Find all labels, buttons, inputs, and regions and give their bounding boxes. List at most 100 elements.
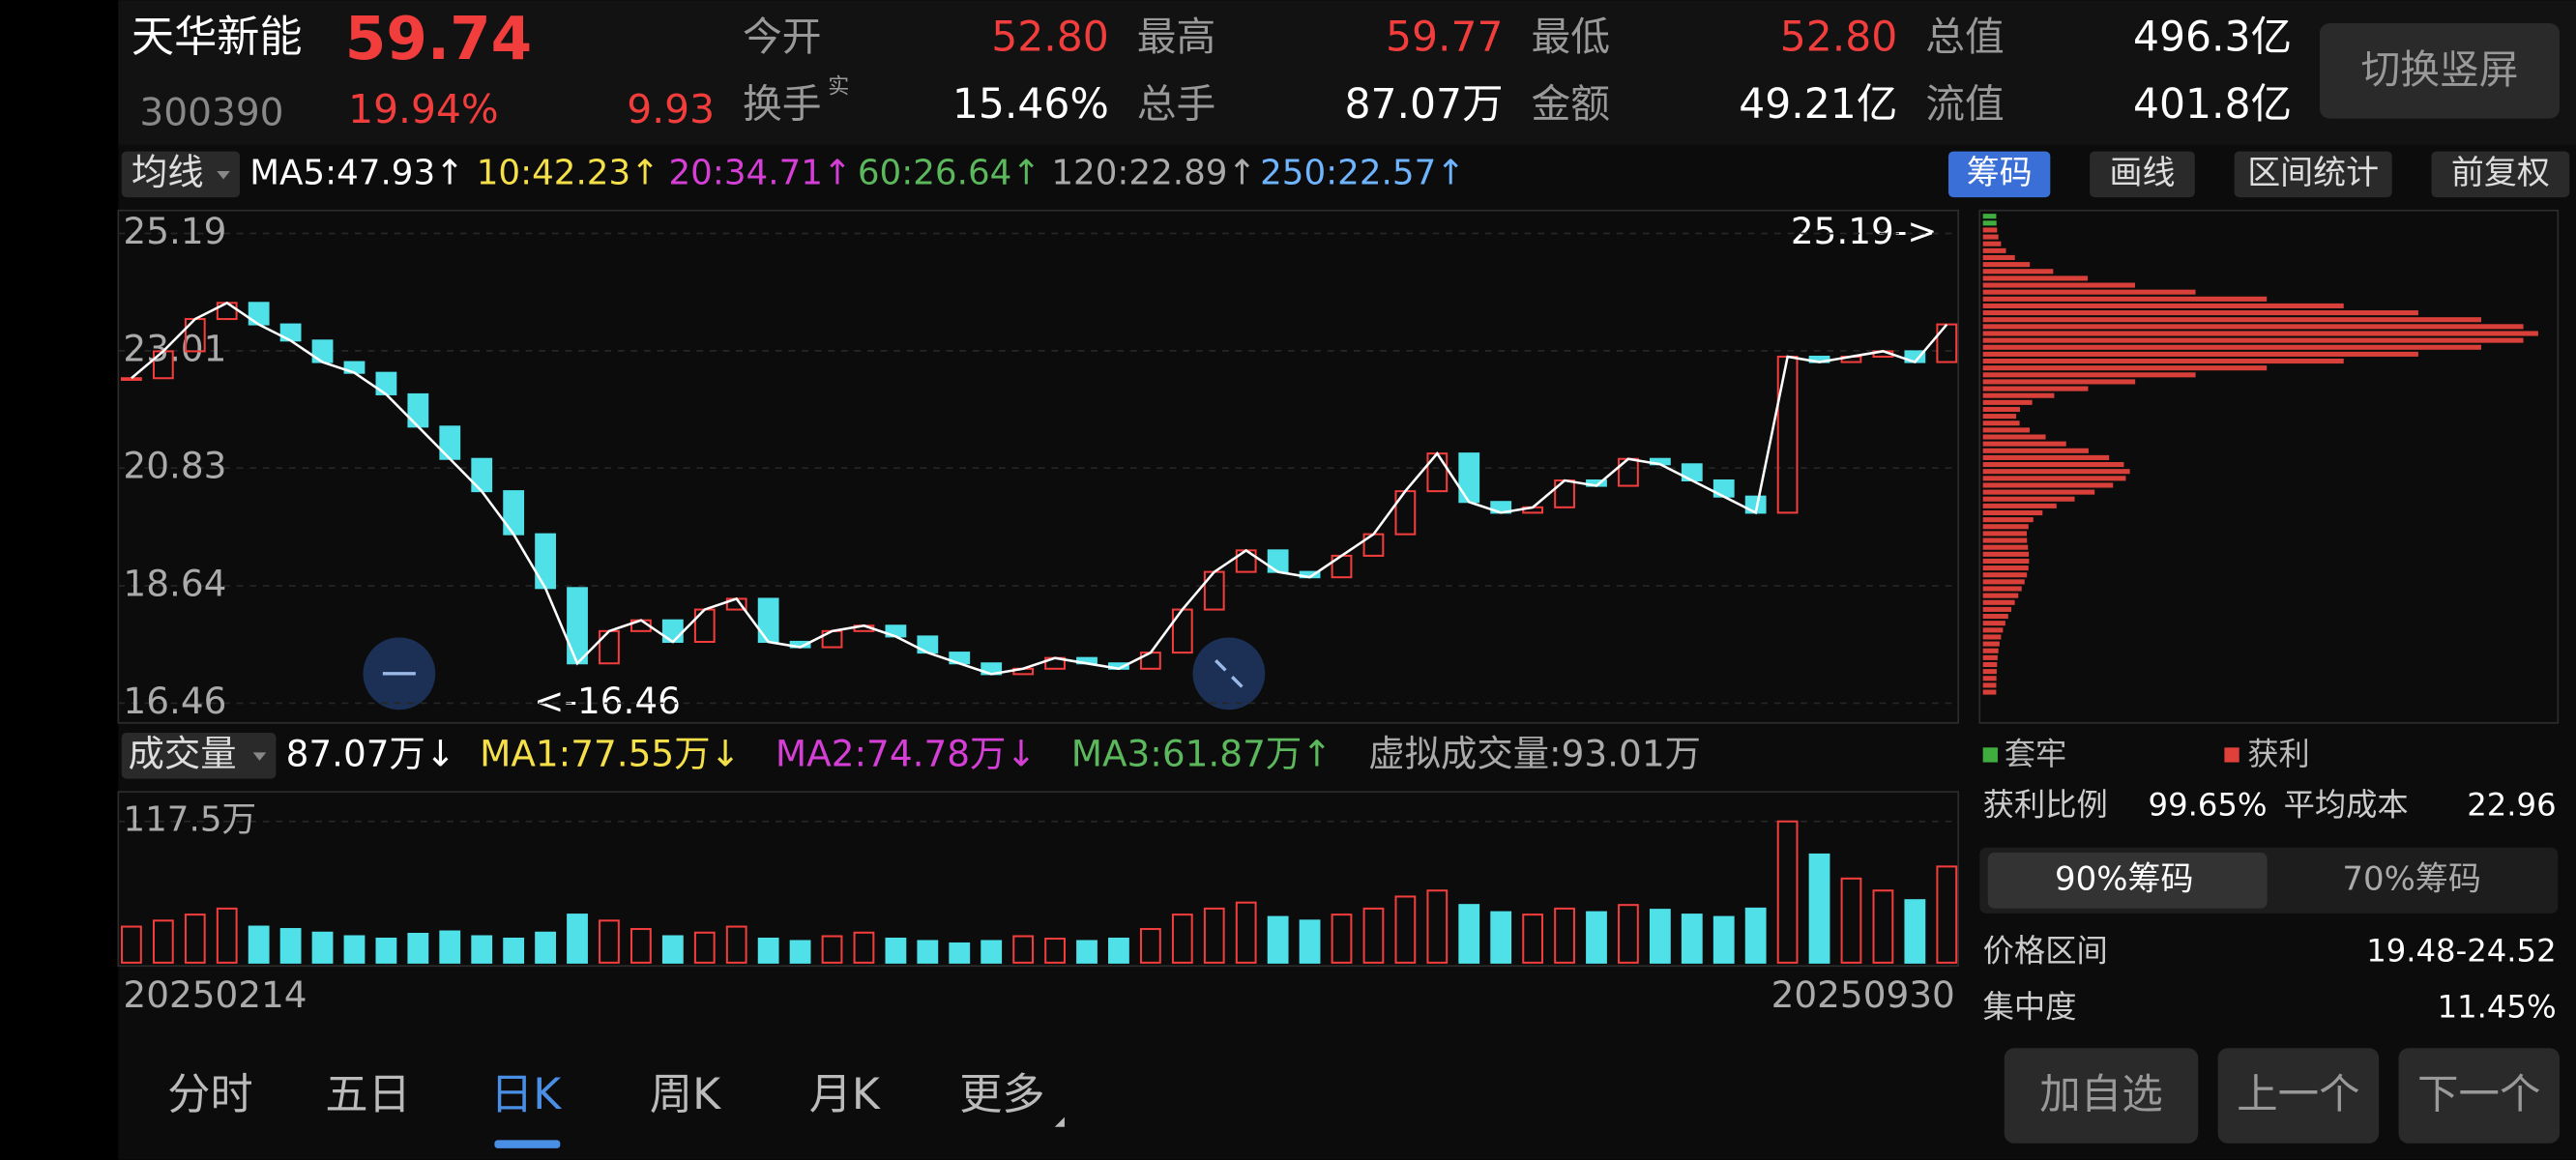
chip-bar (1982, 344, 2481, 350)
volume-bar (757, 937, 779, 964)
chip-bar (1982, 331, 2538, 336)
chip-bar (1982, 324, 2524, 330)
button-label[interactable]: 切换竖屏 (2360, 46, 2518, 93)
chip-bar (1982, 392, 2055, 398)
dropdown-icon[interactable] (217, 170, 230, 180)
period-tab[interactable]: 更多 (959, 1070, 1044, 1119)
stat-label: 最高 (1137, 14, 1216, 60)
volume-item: MA3:61.87万↑ (1071, 732, 1332, 774)
legend-swatch (2224, 747, 2239, 763)
volume-bar (184, 914, 206, 964)
chip-bar (1982, 517, 2034, 523)
chip-bar (1982, 427, 2031, 433)
price-frame (117, 209, 1960, 724)
stat-value: 401.8亿 (2133, 81, 2292, 129)
chip-tab-90[interactable]: 90%筹码 (1987, 853, 2268, 909)
high-annotation: 25.19-> (1791, 210, 1938, 252)
chip-bar (1982, 482, 2114, 488)
button-bg[interactable] (1947, 151, 2051, 198)
selector-label[interactable]: 均线 (132, 151, 204, 193)
volume-bar (279, 928, 302, 964)
tab-label[interactable]: 90%筹码 (2055, 859, 2193, 898)
chip-bar (1982, 227, 1998, 233)
volume-bar (1299, 919, 1321, 964)
collapse-icon[interactable] (1215, 659, 1244, 688)
period-tab[interactable]: 周K (650, 1070, 721, 1119)
volume-item: 虚拟成交量:93.01万 (1368, 732, 1701, 774)
volume-item: MA1:77.55万↓ (480, 732, 741, 774)
volume-bar (248, 925, 270, 964)
chip-bar (1982, 289, 2196, 295)
orientation-button[interactable]: 切换竖屏 (2319, 23, 2561, 119)
candle (471, 457, 493, 493)
prev-button[interactable]: 上一个 (2217, 1048, 2380, 1144)
stat-value: 59.77 (1386, 14, 1504, 62)
button-label[interactable]: 前复权 (2451, 154, 2550, 192)
chip-bar (1982, 317, 2481, 323)
chip-button[interactable]: 筹码 (1947, 151, 2051, 198)
next-button[interactable]: 下一个 (2398, 1048, 2561, 1144)
button-bg[interactable] (2004, 1048, 2199, 1144)
button-bg[interactable] (2217, 1048, 2380, 1144)
chip-bar (1982, 503, 2057, 508)
period-tab[interactable]: 五日 (325, 1070, 410, 1119)
selector-label[interactable]: 成交量 (129, 732, 237, 774)
button-bg[interactable] (2319, 23, 2561, 119)
button-label[interactable]: 下一个 (2417, 1072, 2540, 1119)
stat-value: 49.21亿 (1739, 81, 1897, 129)
info-value: 19.48-24.52 (2366, 933, 2556, 970)
button-bg[interactable] (2090, 151, 2195, 198)
dropdown-icon[interactable] (252, 752, 267, 761)
button-label[interactable]: 上一个 (2237, 1072, 2359, 1119)
adjust-button[interactable]: 前复权 (2431, 151, 2570, 198)
volume-selector[interactable]: 成交量 (121, 732, 277, 779)
collapse-button[interactable] (1192, 637, 1266, 710)
watchlist-button[interactable]: 加自选 (2004, 1048, 2199, 1144)
chip-bar (1982, 634, 2002, 640)
tab-label[interactable]: 70%筹码 (2342, 859, 2480, 898)
start-date: 20250214 (123, 973, 307, 1016)
volume-bar (439, 930, 461, 964)
button-label[interactable]: 画线 (2110, 154, 2176, 192)
draw-button[interactable]: 画线 (2090, 151, 2195, 198)
selector-bg[interactable] (121, 733, 277, 779)
stat-value: 496.3亿 (2133, 14, 2292, 62)
chip-tab-70[interactable]: 70%筹码 (2342, 859, 2480, 898)
ma-selector[interactable]: 均线 (121, 151, 241, 198)
volume-bar (821, 935, 843, 964)
chip-bar (1982, 689, 1997, 695)
button-bg[interactable] (2398, 1048, 2561, 1144)
info-value: 11.45% (2438, 988, 2557, 1025)
period-tab-active[interactable]: 日K (490, 1070, 562, 1119)
chip-bar (1982, 406, 2021, 413)
period-tab[interactable]: 分时 (167, 1070, 252, 1119)
chip-bar (1982, 489, 2095, 495)
chip-bar (1982, 399, 2033, 405)
volume-bar (311, 931, 334, 964)
range-button[interactable]: 区间统计 (2234, 151, 2392, 198)
button-label[interactable]: 区间统计 (2247, 154, 2379, 192)
volume-bar (407, 932, 429, 964)
chip-bar (1982, 676, 1997, 682)
chip-bar (1982, 241, 2002, 246)
tab-bg[interactable] (1987, 853, 2268, 909)
chip-bar (1982, 296, 2268, 302)
selector-bg[interactable] (121, 151, 241, 198)
stat-label: 总值 (1925, 14, 2005, 60)
volume-bar (1586, 911, 1607, 964)
period-tab[interactable]: 月K (809, 1070, 881, 1119)
chip-bar (1982, 509, 2043, 516)
y-tick-label: 18.64 (123, 563, 226, 605)
volume-bar (1522, 914, 1544, 964)
close-line (131, 301, 1948, 676)
button-label[interactable]: 筹码 (1967, 154, 2033, 192)
button-bg[interactable] (2431, 151, 2570, 198)
button-label[interactable]: 加自选 (2039, 1072, 2162, 1119)
chip-bar (1982, 337, 2524, 343)
chip-bar (1982, 593, 2019, 598)
volume-bar (471, 935, 493, 964)
ma-item: MA5:47.93↑ (249, 153, 464, 192)
chip-bar (1982, 462, 2124, 468)
button-bg[interactable] (2234, 151, 2392, 198)
